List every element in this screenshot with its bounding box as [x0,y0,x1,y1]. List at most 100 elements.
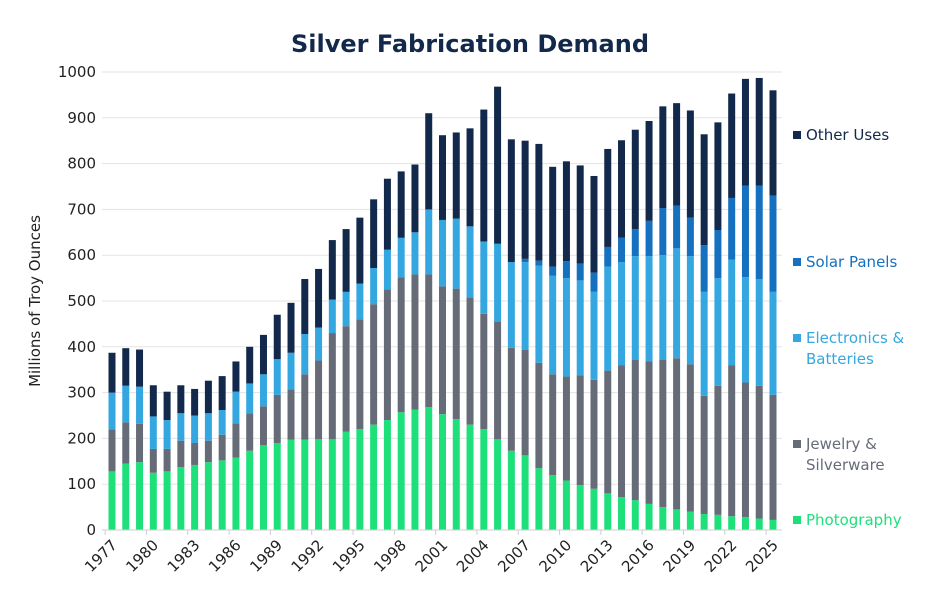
bar-segment-photography-1983 [191,464,199,530]
bar-segment-photography-1988 [259,445,267,530]
bar-segment-electronics-batteries-2020 [700,291,708,396]
bar-segment-other-uses-2006 [507,139,515,263]
bar-segment-other-uses-1984 [204,380,212,414]
bar-segment-electronics-batteries-2023 [741,277,749,383]
bar-segment-solar-panels-2014 [618,237,626,263]
bar-segment-photography-1987 [246,450,254,530]
bar-segment-jewelry-silverware-2016 [645,361,653,504]
bar-segment-photography-2013 [604,493,612,530]
bar-segment-jewelry-silverware-2020 [700,395,708,514]
bar-segment-jewelry-silverware-2013 [604,370,612,494]
bar-segment-jewelry-silverware-2010 [562,376,570,481]
bar-segment-other-uses-1998 [397,171,405,238]
bar-segment-photography-2015 [631,500,639,530]
bar-segment-electronics-batteries-2005 [494,243,502,322]
bar-segment-electronics-batteries-1998 [397,237,405,278]
x-tick-label: 1980 [122,536,162,576]
bar-segment-jewelry-silverware-2005 [494,321,502,440]
y-tick-label: 700 [67,200,96,218]
bar-segment-jewelry-silverware-1995 [356,319,364,430]
bar-segment-electronics-batteries-2017 [659,255,667,360]
bar-segment-jewelry-silverware-1994 [342,326,350,432]
bar-segment-other-uses-2000 [425,113,433,210]
bar-segment-solar-panels-2018 [673,205,681,249]
bar-segment-other-uses-1979 [136,349,144,387]
bar-segment-electronics-batteries-2009 [549,275,557,375]
y-tick-label: 200 [67,429,96,447]
bar-segment-jewelry-silverware-1990 [287,389,295,440]
bar-segment-photography-1989 [273,442,281,530]
bar-segment-photography-1997 [383,420,391,530]
bar-segment-other-uses-2008 [535,143,543,261]
bar-segment-other-uses-2013 [604,148,612,247]
bar-segment-solar-panels-2019 [686,217,694,257]
bar-segment-jewelry-silverware-2024 [755,385,763,519]
bar-segment-jewelry-silverware-2001 [439,286,446,415]
legend-label: Jewelry & [805,435,877,453]
bar-segment-photography-1980 [149,472,157,530]
bar-segment-jewelry-silverware-1982 [177,440,185,468]
bar-segment-electronics-batteries-2022 [728,259,736,366]
bar-segment-jewelry-silverware-2015 [631,359,639,501]
bar-segment-other-uses-2015 [631,129,639,230]
x-tick-label: 2025 [742,536,782,576]
bar-segment-other-uses-1989 [273,314,281,360]
bar-segment-jewelry-silverware-1980 [149,448,157,473]
bar-segment-electronics-batteries-1988 [259,374,267,407]
bar-segment-other-uses-2011 [576,165,584,264]
bar-segment-electronics-batteries-2021 [714,278,722,386]
bar-segment-electronics-batteries-2012 [590,291,598,380]
bar-segment-photography-1999 [411,409,419,530]
bar-segment-photography-2006 [507,450,515,530]
bar-segment-jewelry-silverware-2009 [549,374,557,476]
bar-segment-electronics-batteries-1987 [246,383,254,414]
legend-item-photography: Photography [793,511,902,529]
bar-segment-photography-2008 [535,468,543,530]
bar-segment-electronics-batteries-1985 [218,410,226,435]
bar-segment-other-uses-1996 [370,199,378,269]
bar-segment-other-uses-2007 [521,140,529,259]
bar-segment-photography-2021 [714,514,722,530]
bar-segment-jewelry-silverware-2006 [507,347,515,451]
y-tick-label: 800 [67,155,96,173]
bar-segment-other-uses-2005 [494,86,502,244]
bar-segment-solar-panels-2013 [604,246,612,267]
bar-segment-photography-2011 [576,485,584,530]
bar-segment-electronics-batteries-2008 [535,265,543,363]
bar-segment-other-uses-2018 [673,103,681,206]
bar-segment-jewelry-silverware-2021 [714,385,722,515]
bar-segment-electronics-batteries-2002 [452,218,460,289]
bar-segment-photography-1981 [163,471,171,530]
legend-swatch [793,334,801,342]
bar-segment-jewelry-silverware-1978 [122,422,130,464]
bar-segment-other-uses-2014 [618,140,626,238]
bar-segment-solar-panels-2011 [576,263,584,281]
bar-segment-other-uses-1990 [287,302,295,353]
bar-segment-other-uses-2023 [741,78,749,186]
x-tick-label: 1986 [205,536,245,576]
bar-segment-other-uses-1985 [218,376,226,411]
bar-segment-photography-1992 [315,439,323,530]
bar-segment-electronics-batteries-1995 [356,283,364,320]
bar-segment-photography-1986 [232,457,240,530]
bar-segment-other-uses-1978 [122,348,130,386]
bar-segment-electronics-batteries-1978 [122,385,130,423]
bar-segment-other-uses-1977 [108,352,116,393]
bar-segment-electronics-batteries-1983 [191,415,199,443]
bar-segment-electronics-batteries-1997 [383,249,391,290]
bar-segment-photography-2019 [686,511,694,530]
bar-segment-jewelry-silverware-1987 [246,413,254,451]
bar-segment-jewelry-silverware-1983 [191,442,199,465]
bar-segment-other-uses-2009 [549,166,557,267]
bar-segment-electronics-batteries-2015 [631,256,639,360]
x-tick-label: 2019 [659,536,699,576]
bar-segment-jewelry-silverware-2022 [728,365,736,517]
x-tick-label: 1998 [370,536,410,576]
bar-segment-electronics-batteries-1990 [287,352,295,390]
bar-segment-photography-2010 [562,480,570,530]
bar-segment-other-uses-1988 [259,334,267,375]
bar-segment-electronics-batteries-1986 [232,391,240,424]
bar-segment-other-uses-2020 [700,134,708,246]
bar-segment-jewelry-silverware-1988 [259,406,267,446]
